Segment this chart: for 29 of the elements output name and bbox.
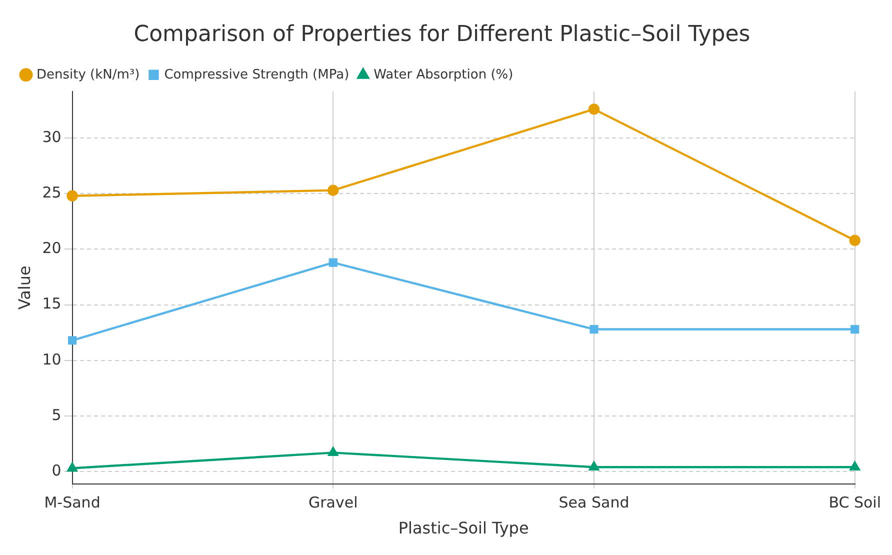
legend-label: Density (kN/m³)	[36, 67, 140, 82]
point	[328, 184, 339, 196]
y-tick-label: 15	[42, 294, 62, 313]
x-tick-label: M-Sand	[44, 494, 100, 512]
point	[66, 190, 78, 202]
y-axis-title: Value	[14, 266, 34, 310]
point	[328, 447, 338, 456]
x-tick-label: BC Soil	[828, 494, 882, 512]
point	[850, 462, 860, 470]
x-axis-title: Plastic–Soil Type	[398, 518, 529, 538]
y-tick-label: 0	[52, 461, 62, 480]
y-tick-label: 30	[42, 128, 62, 146]
y-tick-label: 25	[42, 184, 62, 202]
point	[67, 462, 78, 472]
point	[849, 234, 860, 246]
point	[850, 325, 860, 334]
point	[588, 104, 600, 115]
x-tick-label: Sea Sand	[558, 494, 630, 512]
legend-label: Compressive Strength (MPa)	[164, 67, 350, 82]
point	[68, 336, 77, 345]
chart-title: Comparison of Properties for Different Plastic–Soil Types	[134, 22, 750, 47]
y-tick-label: 10	[42, 350, 62, 368]
y-tick-label: 5	[52, 406, 62, 424]
y-tick-label: 20	[42, 239, 62, 258]
point	[590, 325, 598, 334]
x-tick-label: Gravel	[308, 494, 358, 512]
point	[328, 258, 338, 267]
legend-label: Water Absorption (%)	[374, 67, 514, 82]
point	[589, 462, 599, 470]
